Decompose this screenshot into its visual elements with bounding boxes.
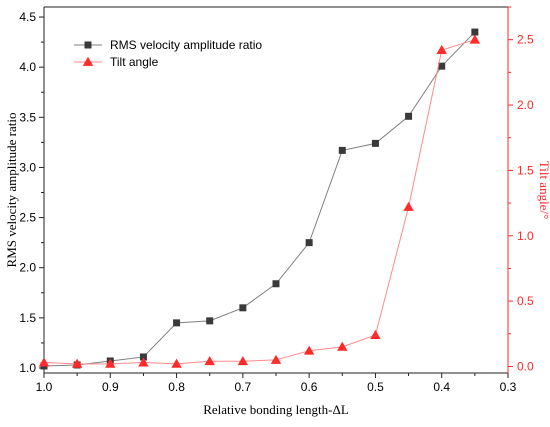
data-point-tilt-angle (337, 341, 348, 351)
data-point-tilt-angle (436, 44, 447, 55)
data-point-rms-ratio (405, 112, 413, 120)
legend-marker-tilt-angle (82, 56, 94, 66)
x-tick-label: 0.4 (433, 380, 450, 394)
x-tick-label: 0.5 (367, 380, 384, 394)
data-point-rms-ratio (371, 139, 379, 147)
data-point-tilt-angle (138, 357, 149, 367)
y-right-tick-label: 0.0 (517, 359, 534, 373)
y-left-tick-label: 4.5 (19, 10, 36, 24)
x-tick-label: 1.0 (36, 380, 53, 394)
data-point-tilt-angle (237, 356, 249, 366)
axes: 1.0 0.9 0.8 0.7 0.6 0.5 0.4 0.3 1.0 1.5 2.0 2.5 3.0 3… (19, 6, 534, 394)
x-tick-label: 0.7 (235, 380, 252, 394)
data-point-tilt-angle (469, 34, 481, 44)
y-left-tick-label: 1.0 (19, 361, 36, 375)
y-right-tick-label: 1.0 (517, 229, 534, 243)
legend-label-tilt-angle: Tilt angle (110, 55, 159, 69)
data-point-tilt-angle (171, 358, 182, 368)
legend-marker-rms-ratio (84, 41, 92, 49)
y-left-tick-label: 3.0 (19, 160, 36, 174)
series-layer (38, 28, 481, 370)
legend-label-rms-ratio: RMS velocity amplitude ratio (110, 38, 262, 52)
y-right-tick-label: 2.0 (517, 98, 534, 112)
data-point-tilt-angle (270, 354, 282, 364)
x-tick-label: 0.3 (500, 380, 517, 394)
data-point-tilt-angle (38, 357, 50, 367)
y-right-tick-label: 0.5 (517, 294, 534, 308)
data-point-tilt-angle (105, 358, 116, 368)
y-left-tick-label: 2.5 (19, 211, 36, 225)
x-tick-label: 0.6 (301, 380, 318, 394)
data-point-tilt-angle (370, 329, 381, 339)
data-point-rms-ratio (305, 239, 313, 247)
data-point-rms-ratio (239, 304, 247, 312)
y-right-tick-label: 1.5 (517, 163, 534, 177)
y-left-tick-label: 4.0 (19, 60, 36, 74)
y-left-tick-label: 1.5 (19, 311, 36, 325)
y-right-tick-label: 2.5 (517, 33, 534, 47)
data-point-rms-ratio (206, 317, 214, 325)
data-point-rms-ratio (338, 146, 346, 154)
y-left-tick-label: 3.5 (19, 110, 36, 124)
data-point-rms-ratio (438, 62, 446, 70)
series-rms-ratio (40, 28, 479, 370)
y-axis-left-title: RMS velocity amplitude ratio (4, 113, 19, 268)
data-point-tilt-angle (403, 201, 414, 211)
data-point-tilt-angle (303, 345, 315, 355)
x-tick-label: 0.9 (102, 380, 119, 394)
series-tilt-angle (38, 34, 481, 368)
y-left-tick-label: 2.0 (19, 261, 36, 275)
x-axis-title: Relative bonding length-ΔL (203, 402, 349, 417)
data-point-rms-ratio (139, 353, 147, 361)
data-point-tilt-angle (71, 358, 83, 368)
x-tick-label: 0.8 (168, 380, 185, 394)
data-point-rms-ratio (471, 28, 479, 36)
y-axis-right-title: Tilt angle/° (537, 161, 550, 220)
data-point-tilt-angle (204, 356, 215, 366)
series-line-tilt-angle (43, 39, 476, 365)
series-line-rms-ratio (43, 31, 476, 367)
legend: RMS velocity amplitude ratio Tilt angle (74, 38, 262, 69)
data-point-rms-ratio (173, 319, 181, 327)
data-point-rms-ratio (272, 280, 280, 288)
